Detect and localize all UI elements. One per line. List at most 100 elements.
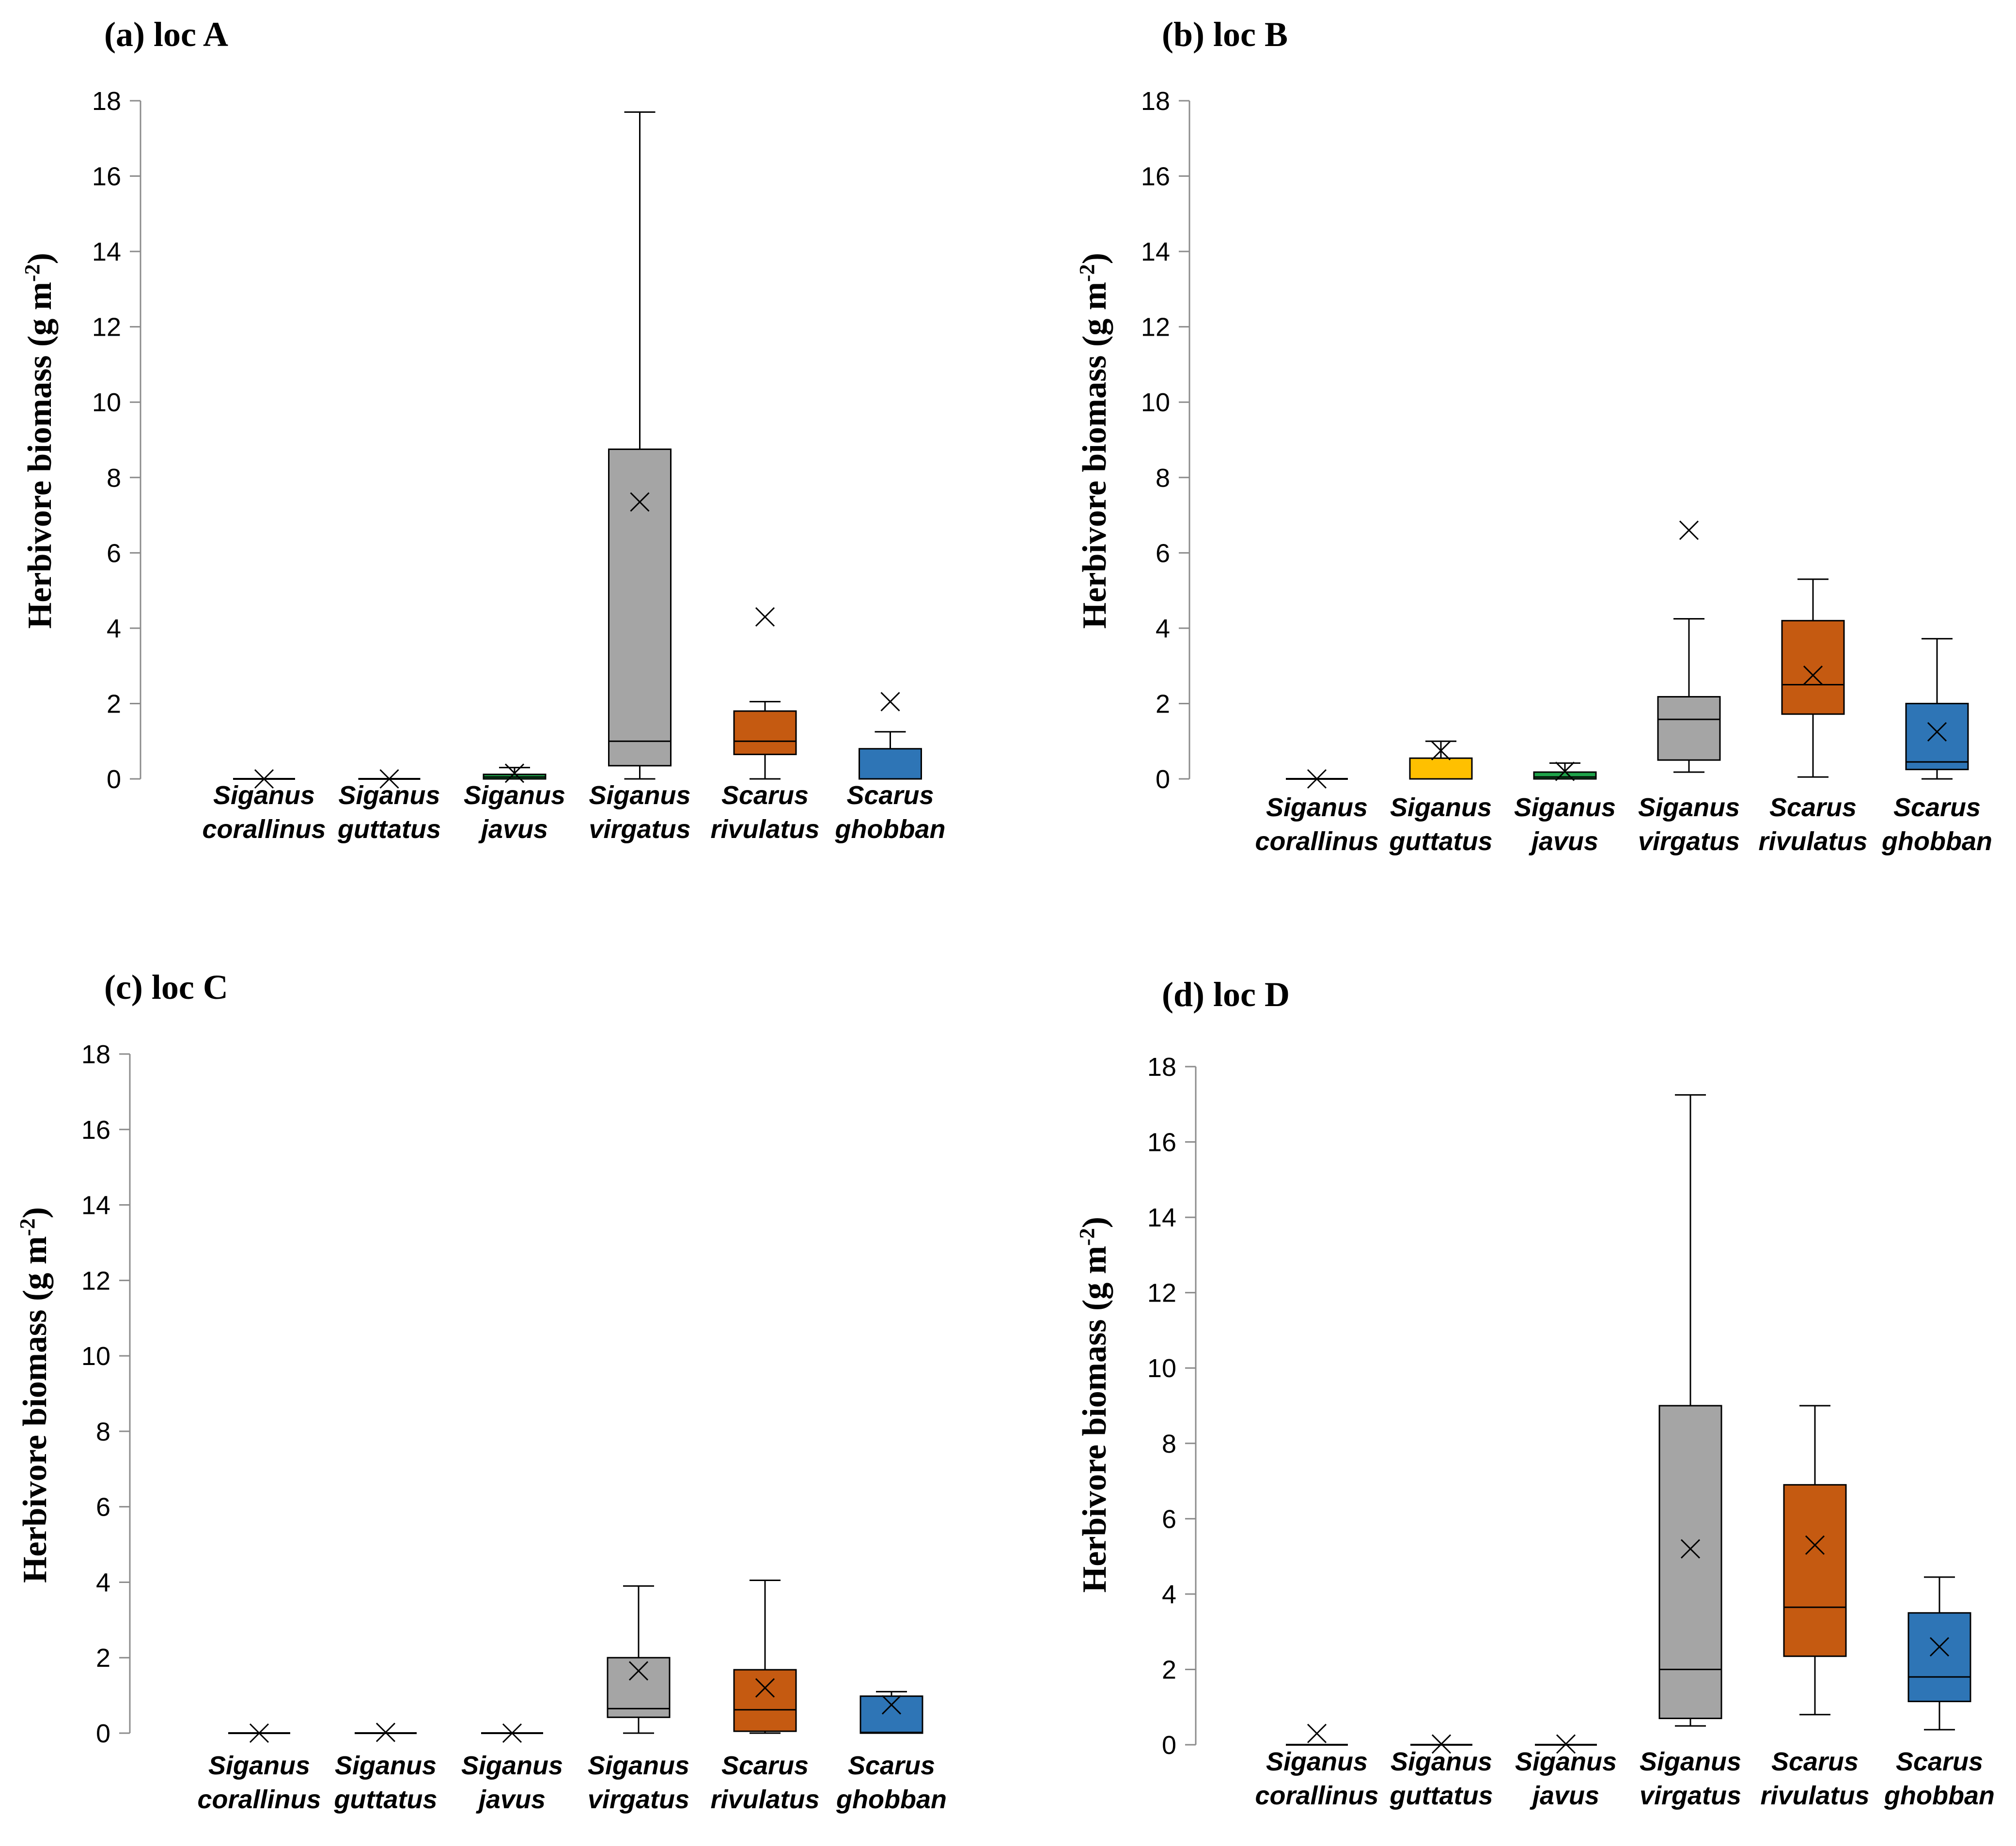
y-tick-label: 4 (96, 1568, 110, 1597)
mean-marker (755, 607, 775, 627)
mean-marker (1929, 1637, 1950, 1657)
category-label-species: virgatus (588, 1785, 689, 1814)
y-tick-label: 12 (81, 1266, 110, 1295)
category-label-species: virgatus (589, 815, 690, 844)
box-siganus-corallinus (228, 1723, 290, 1743)
box-siganus-guttatus (1410, 1734, 1472, 1754)
box-scarus-ghobban (859, 692, 922, 780)
y-tick-label: 16 (1147, 1128, 1176, 1157)
iqr-box (1907, 1612, 1971, 1703)
y-tick-label: 8 (1162, 1429, 1176, 1458)
mean-marker (1927, 722, 1947, 742)
y-tick-label: 14 (1141, 237, 1170, 266)
iqr-box (859, 748, 922, 780)
category-label-genus: Scarus (1771, 1747, 1859, 1776)
iqr-box (1658, 1405, 1722, 1720)
category-label-genus: Siganus (1390, 793, 1492, 822)
mean-marker (379, 769, 399, 789)
category-label-species: javus (1530, 1781, 1599, 1810)
y-tick-label: 2 (1156, 689, 1170, 718)
y-tick-label: 8 (1156, 464, 1170, 493)
y-tick-label: 10 (1141, 388, 1170, 417)
category-label-species: ghobban (835, 815, 946, 844)
y-tick-label: 12 (92, 313, 121, 342)
mean-marker (1805, 1535, 1825, 1555)
box-scarus-ghobban (1907, 1576, 1971, 1731)
category-label-species: virgatus (1640, 1781, 1741, 1810)
category-label-species: corallinus (197, 1785, 321, 1814)
mean-marker (1431, 741, 1451, 760)
box-siganus-guttatus (358, 769, 421, 789)
y-tick-label: 18 (1141, 87, 1170, 116)
category-label-genus: Siganus (461, 1751, 563, 1780)
y-tick-label: 8 (107, 464, 121, 493)
panel-title: (d) loc D (1162, 975, 1290, 1014)
category-label-species: guttatus (337, 815, 441, 844)
y-tick-label: 12 (1147, 1279, 1176, 1308)
mean-marker (1307, 1723, 1327, 1743)
mean-marker (628, 1661, 649, 1681)
category-label-genus: Scarus (1896, 1747, 1983, 1776)
y-axis-label: Herbivore biomass (g m-2) (16, 1207, 54, 1583)
mean-marker (254, 769, 274, 789)
y-axis-label: Herbivore biomass (g m-2) (1075, 253, 1114, 629)
panel-a-loc-a: (a) loc A Herbivore biomass (g m-2) 0 2 4 6 8 1… (20, 15, 946, 844)
mean-marker (1680, 1539, 1701, 1559)
y-tick-label: 6 (107, 539, 121, 568)
category-label-genus: Scarus (721, 1751, 809, 1780)
box-siganus-virgatus (1658, 1094, 1722, 1727)
category-label-species: guttatus (334, 1785, 438, 1814)
iqr-box (860, 1695, 923, 1734)
iqr-box (1657, 696, 1721, 761)
category-label-genus: Siganus (338, 781, 440, 810)
box-siganus-guttatus (355, 1722, 417, 1742)
panel-b-loc-b: (b) loc B Herbivore biomass (g m-2) 0 2 4 6 8 1… (1075, 15, 1992, 856)
panel-title: (a) loc A (104, 15, 228, 54)
y-tick-label: 6 (1162, 1505, 1176, 1534)
category-label-genus: Siganus (464, 781, 565, 810)
mean-marker (630, 492, 650, 512)
category-label-genus: Siganus (1640, 1747, 1741, 1776)
y-tick-label: 10 (81, 1342, 110, 1371)
category-label-species: ghobban (836, 1785, 947, 1814)
y-tick-label: 6 (1156, 539, 1170, 568)
mean-marker (502, 1723, 522, 1743)
box-siganus-javus (1535, 1734, 1597, 1754)
y-tick-label: 18 (81, 1040, 110, 1069)
y-tick-label: 16 (81, 1116, 110, 1145)
category-label-species: rivulatus (710, 815, 819, 844)
mean-marker (1556, 1734, 1576, 1754)
mean-marker (1555, 761, 1575, 781)
category-label-genus: Siganus (208, 1751, 310, 1780)
box-siganus-javus (1533, 761, 1597, 781)
iqr-box (607, 1657, 671, 1718)
y-tick-label: 4 (1162, 1580, 1176, 1609)
category-label-species: corallinus (202, 815, 326, 844)
box-siganus-guttatus (1409, 740, 1473, 780)
category-label-genus: Siganus (588, 1751, 689, 1780)
iqr-box (733, 710, 797, 755)
category-label-genus: Siganus (1266, 793, 1368, 822)
mean-marker (755, 1678, 775, 1698)
mean-marker (1431, 1734, 1452, 1754)
category-label-genus: Siganus (1391, 1747, 1492, 1776)
iqr-box (1781, 620, 1845, 715)
y-tick-label: 8 (96, 1417, 110, 1446)
box-siganus-corallinus (1286, 1723, 1348, 1746)
category-label-genus: Scarus (1893, 793, 1981, 822)
y-tick-label: 4 (107, 614, 121, 643)
category-label-genus: Siganus (1638, 793, 1740, 822)
y-tick-label: 0 (107, 765, 121, 794)
box-scarus-ghobban (1905, 638, 1969, 780)
mean-marker (249, 1723, 269, 1743)
mean-marker (880, 692, 900, 712)
iqr-box (733, 1669, 797, 1732)
category-label-genus: Siganus (213, 781, 315, 810)
y-tick-label: 10 (1147, 1354, 1176, 1383)
panel-d-loc-d: (d) loc D Herbivore biomass (g m-2) 0 2 4 6 8 1… (1075, 975, 1995, 1810)
category-label-genus: Scarus (846, 781, 934, 810)
box-siganus-virgatus (607, 1585, 671, 1734)
iqr-box (608, 448, 672, 767)
category-label-species: corallinus (1255, 1781, 1378, 1810)
